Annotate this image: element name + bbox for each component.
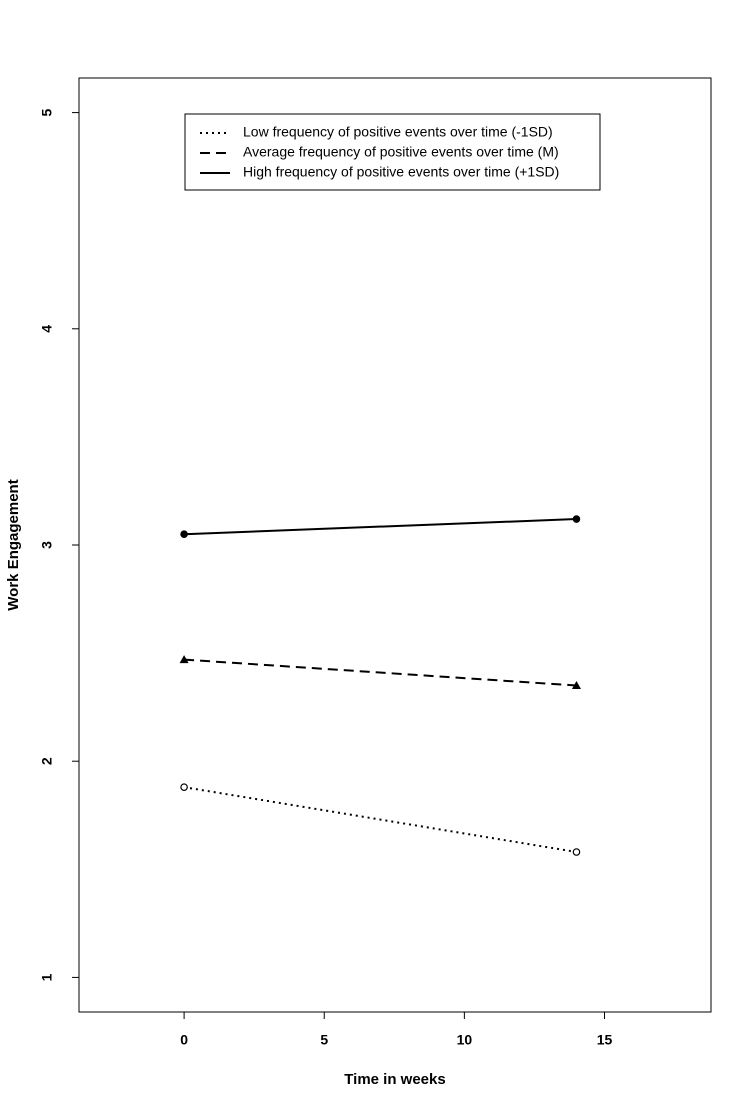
x-tick-label: 0 — [180, 1032, 188, 1048]
legend-label: Average frequency of positive events ove… — [243, 144, 559, 160]
point — [572, 848, 581, 856]
legend-box — [184, 113, 601, 191]
x-tick-label: 15 — [597, 1032, 613, 1048]
legend-label: High frequency of positive events over t… — [243, 164, 559, 180]
x-tick-label: 10 — [457, 1032, 473, 1048]
line — [184, 518, 577, 536]
point — [179, 655, 189, 664]
y-axis-title: Work Engagement — [5, 479, 22, 610]
y-tick-label: 4 — [39, 325, 55, 333]
x-axis-title: Time in weeks — [344, 1071, 445, 1088]
plot-frame — [78, 77, 712, 1013]
point — [180, 530, 188, 538]
legend-label: Low frequency of positive events over ti… — [243, 124, 553, 140]
y-tick-label: 3 — [39, 541, 55, 549]
y-tick-label: 1 — [39, 973, 55, 981]
line — [184, 658, 577, 687]
y-tick-label: 5 — [39, 108, 55, 116]
point — [180, 783, 188, 791]
y-tick-label: 2 — [39, 757, 55, 765]
point — [572, 515, 581, 523]
line — [183, 786, 577, 853]
point — [571, 681, 581, 690]
x-tick-label: 5 — [320, 1032, 328, 1048]
